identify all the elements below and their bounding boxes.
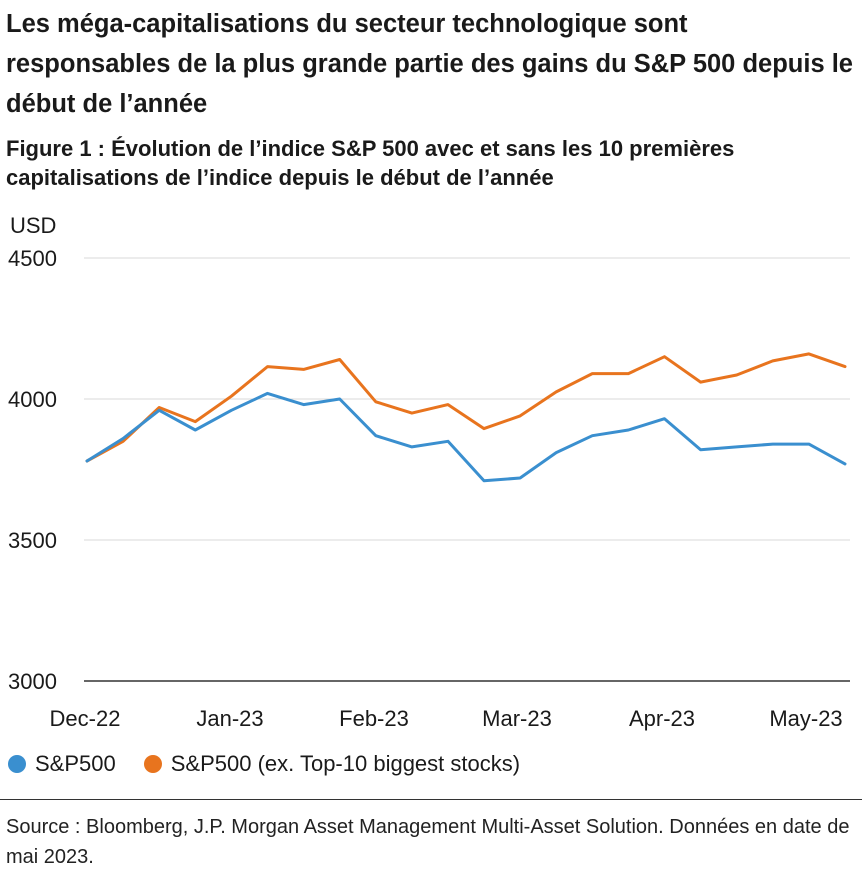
y-tick-label: 3000 bbox=[8, 669, 57, 694]
line-chart: USD 3000 3500 4000 4500 Dec-22 Jan-23 Feb-23 M… bbox=[8, 213, 850, 731]
legend-label-sp500: S&P500 bbox=[35, 751, 116, 776]
y-axis-label: USD bbox=[10, 213, 56, 238]
legend-dot-sp500 bbox=[8, 755, 26, 773]
series-line-sp500-ex-top10 bbox=[85, 352, 847, 463]
x-tick-label: Mar-23 bbox=[482, 706, 552, 731]
legend-dot-sp500-ex-top10 bbox=[143, 755, 162, 773]
y-tick-label: 3500 bbox=[8, 528, 57, 553]
x-tick-label: Dec-22 bbox=[50, 706, 121, 731]
gridlines bbox=[84, 257, 850, 682]
legend-label-sp500-ex-top10: S&P500 (ex. Top-10 biggest stocks) bbox=[170, 751, 521, 776]
figure-title: Figure 1 : Évolution de l’indice S&P 500… bbox=[6, 136, 735, 190]
x-tick-label: Feb-23 bbox=[339, 706, 409, 731]
source-note: Source : Bloomberg, J.P. Morgan Asset Ma… bbox=[6, 816, 850, 868]
legend-item-sp500-ex-top10: S&P500 (ex. Top-10 biggest stocks) bbox=[143, 751, 521, 777]
legend: S&P500 S&P500 (ex. Top-10 biggest stocks… bbox=[8, 748, 548, 780]
series-line-sp500 bbox=[85, 391, 847, 483]
headline: Les méga-capitalisations du secteur tech… bbox=[6, 10, 853, 118]
series-lines bbox=[85, 352, 847, 483]
x-tick-label: May-23 bbox=[769, 706, 842, 731]
divider bbox=[0, 799, 862, 800]
y-tick-labels: 3000 3500 4000 4500 bbox=[8, 246, 57, 694]
y-tick-label: 4500 bbox=[8, 246, 57, 271]
x-tick-labels: Dec-22 Jan-23 Feb-23 Mar-23 Apr-23 May-23 bbox=[50, 706, 843, 731]
x-tick-label: Jan-23 bbox=[196, 706, 263, 731]
x-tick-label: Apr-23 bbox=[629, 706, 695, 731]
y-tick-label: 4000 bbox=[8, 387, 57, 412]
legend-item-sp500: S&P500 bbox=[8, 751, 116, 777]
